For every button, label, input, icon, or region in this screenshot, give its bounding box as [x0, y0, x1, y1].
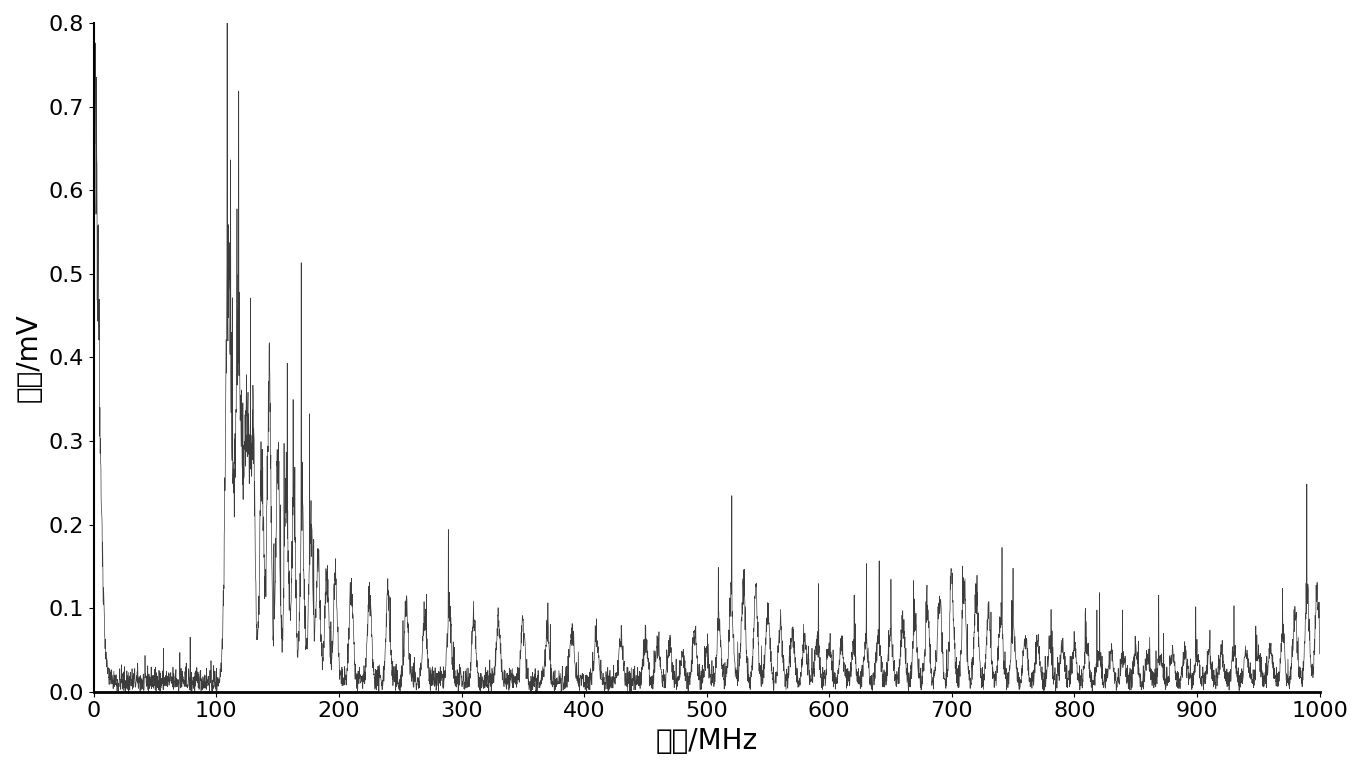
Y-axis label: 幅值/mV: 幅值/mV: [15, 313, 44, 402]
X-axis label: 频率/MHz: 频率/MHz: [656, 727, 758, 755]
